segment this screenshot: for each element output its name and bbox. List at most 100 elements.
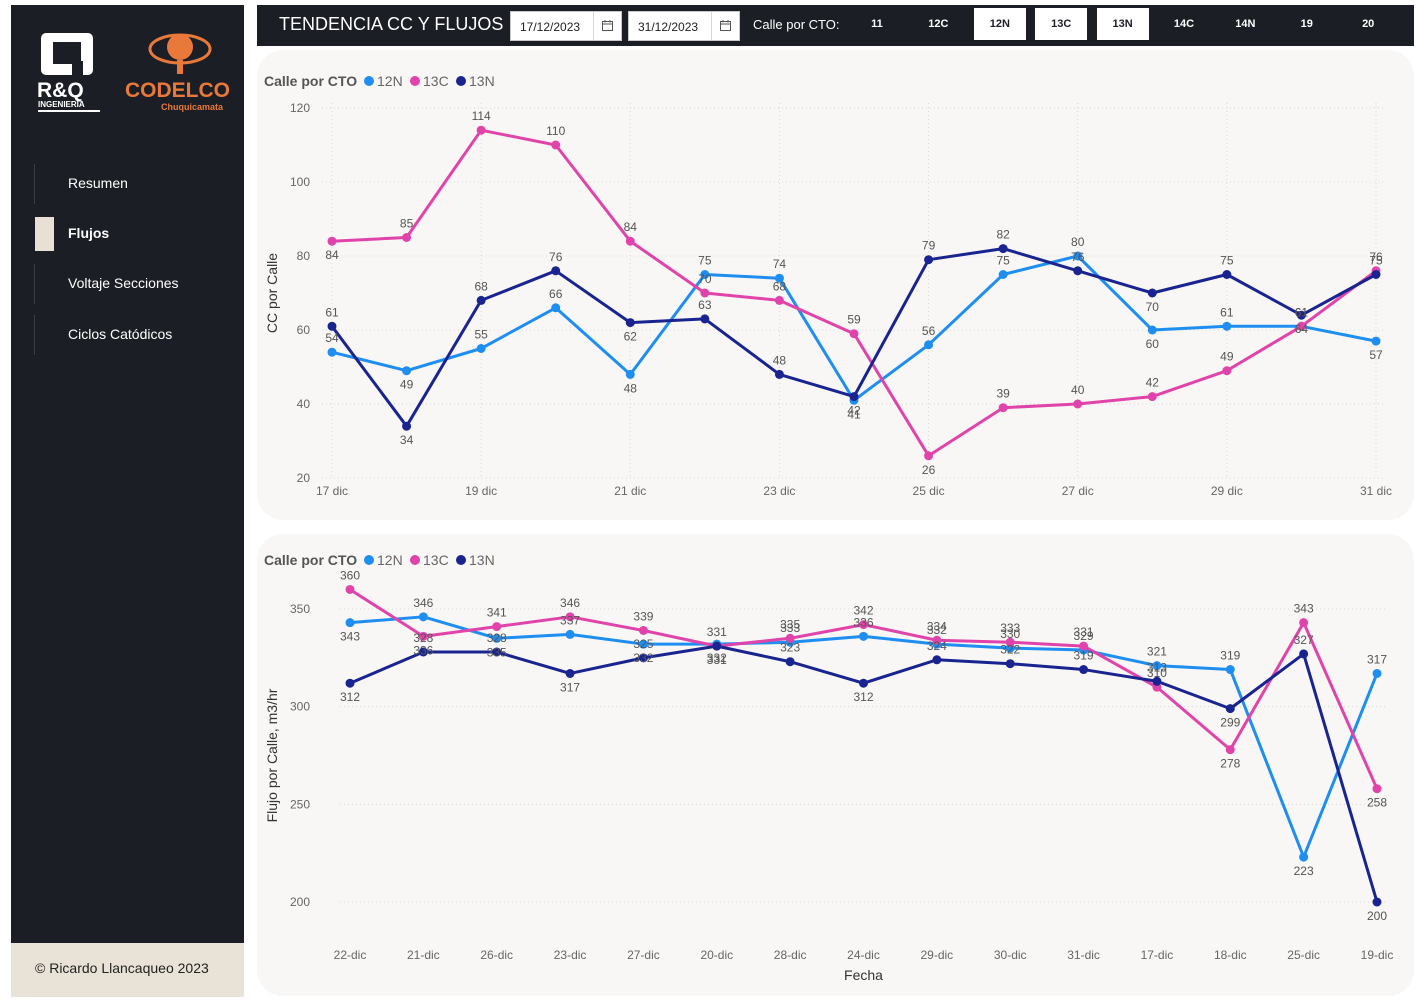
data-label-13c: 68: [773, 279, 787, 293]
data-point-13c: [492, 622, 502, 632]
x-tick-label: 27 dic: [1062, 484, 1094, 498]
data-label-12n: 75: [996, 254, 1010, 268]
data-point-13n: [998, 244, 1008, 254]
legend-marker-12n: [364, 76, 374, 86]
data-point-13c: [1005, 637, 1015, 647]
data-point-13c: [932, 635, 942, 645]
data-point-13c: [1225, 745, 1235, 755]
calendar-icon[interactable]: [711, 12, 739, 40]
header-bar: TENDENCIA CC Y FLUJOS 17/12/2023 31/12/2…: [257, 5, 1414, 46]
data-label-13c: 49: [1220, 350, 1234, 364]
data-label-13c: 360: [340, 568, 360, 582]
data-point-12n: [998, 270, 1008, 279]
data-label-12n: 321: [1147, 645, 1167, 659]
cto-button-12c[interactable]: 12C: [928, 18, 949, 30]
data-point-13n: [402, 421, 412, 431]
data-point-13c: [625, 236, 635, 246]
data-label-12n: 75: [698, 254, 712, 268]
data-label-12n: 346: [413, 596, 433, 610]
x-tick-label: 23 dic: [763, 484, 795, 498]
data-point-13c: [418, 631, 428, 641]
data-point-12n: [476, 344, 486, 353]
data-label-13n: 82: [996, 228, 1010, 242]
data-label-13n: 328: [413, 631, 433, 645]
y-tick-label: 200: [290, 895, 310, 909]
data-point-13c: [849, 329, 859, 339]
cto-button-13c[interactable]: 13C: [1035, 8, 1088, 40]
cto-button-11[interactable]: 11: [871, 18, 883, 30]
data-label-13c: 26: [922, 463, 936, 477]
data-point-13n: [774, 369, 784, 379]
data-point-13c: [1296, 321, 1306, 331]
date-from-input[interactable]: 17/12/2023: [510, 11, 622, 41]
data-point-13c: [638, 625, 648, 635]
data-point-12n: [1225, 665, 1235, 675]
x-tick-label: 28-dic: [774, 948, 807, 962]
y-axis-title: Flujo por Calle, m3/hr: [264, 688, 280, 822]
nav-indicator: [34, 264, 53, 304]
cto-button-13n[interactable]: 13N: [1096, 8, 1149, 40]
data-label-12n: 335: [487, 645, 507, 659]
sidebar-item-resumen[interactable]: Resumen: [34, 164, 234, 204]
data-point-13c: [1147, 392, 1157, 402]
data-point-13n: [565, 668, 575, 678]
y-tick-label: 80: [297, 249, 311, 263]
data-point-12n: [418, 612, 428, 622]
data-point-13n: [785, 657, 795, 667]
data-label-13c: 343: [1294, 602, 1314, 616]
data-label-13n: 322: [1000, 643, 1020, 657]
data-point-12n: [402, 366, 412, 376]
cto-button-14c[interactable]: 14C: [1173, 18, 1195, 30]
cto-button-12n[interactable]: 12N: [973, 8, 1026, 40]
data-label-12n: 337: [560, 613, 580, 627]
data-point-13n: [859, 678, 868, 688]
flow-line-chart: Calle por CTO 12N 13C 13N 200 250 300 350 22-dic…: [264, 552, 1394, 983]
y-tick-label: 120: [290, 101, 310, 115]
legend-title: Calle por CTO: [264, 73, 357, 89]
legend-marker-13n: [456, 76, 466, 86]
data-point-12n: [1147, 325, 1157, 335]
data-label-13c: 331: [707, 653, 727, 667]
data-point-13c: [402, 233, 412, 242]
y-tick-label: 60: [297, 323, 311, 337]
x-tick-label: 25-dic: [1287, 948, 1320, 962]
logo-rq-text: R&Q: [37, 79, 84, 102]
data-point-13n: [1225, 704, 1235, 714]
date-to-input[interactable]: 31/12/2023: [628, 11, 740, 41]
data-label-13c: 342: [853, 604, 873, 618]
data-label-13c: 339: [633, 609, 653, 623]
x-tick-label: 19-dic: [1361, 948, 1394, 962]
data-label-12n: 66: [549, 287, 563, 301]
data-point-13n: [932, 655, 942, 665]
data-label-12n: 41: [847, 407, 861, 421]
data-label-13c: 331: [1074, 625, 1094, 639]
x-tick-label: 21-dic: [407, 948, 440, 962]
legend-marker-12n: [364, 555, 374, 565]
data-label-13n: 79: [922, 239, 936, 253]
legend-marker-13c: [410, 76, 420, 86]
cto-button-14n[interactable]: 14N: [1235, 18, 1256, 30]
data-label-12n: 57: [1369, 348, 1383, 362]
sidebar-item-label: Ciclos Catódicos: [68, 326, 173, 342]
data-point-13c: [476, 125, 486, 135]
data-label-12n: 319: [1220, 649, 1240, 663]
data-label-12n: 56: [922, 324, 936, 338]
data-label-12n: 80: [1071, 235, 1085, 249]
calendar-icon[interactable]: [593, 12, 621, 40]
x-tick-label: 17 dic: [316, 484, 348, 498]
data-label-13n: 312: [853, 690, 873, 704]
data-point-12n: [1222, 321, 1232, 331]
data-label-13c: 61: [1295, 305, 1309, 319]
cto-button-19[interactable]: 19: [1300, 18, 1313, 30]
cto-button-20[interactable]: 20: [1362, 18, 1375, 30]
y-tick-label: 350: [290, 602, 310, 616]
sidebar-item-ciclos-catodicos[interactable]: Ciclos Catódicos: [34, 315, 234, 355]
data-label-12n: 333: [780, 621, 800, 635]
data-label-13n: 34: [400, 433, 414, 447]
data-label-13n: 323: [780, 641, 800, 655]
data-point-13c: [327, 236, 337, 246]
sidebar-item-flujos[interactable]: Flujos: [34, 214, 234, 254]
data-label-13c: 40: [1071, 383, 1085, 397]
sidebar-item-voltaje-secciones[interactable]: Voltaje Secciones: [34, 264, 234, 304]
legend-entry-13n: 13N: [469, 552, 495, 568]
